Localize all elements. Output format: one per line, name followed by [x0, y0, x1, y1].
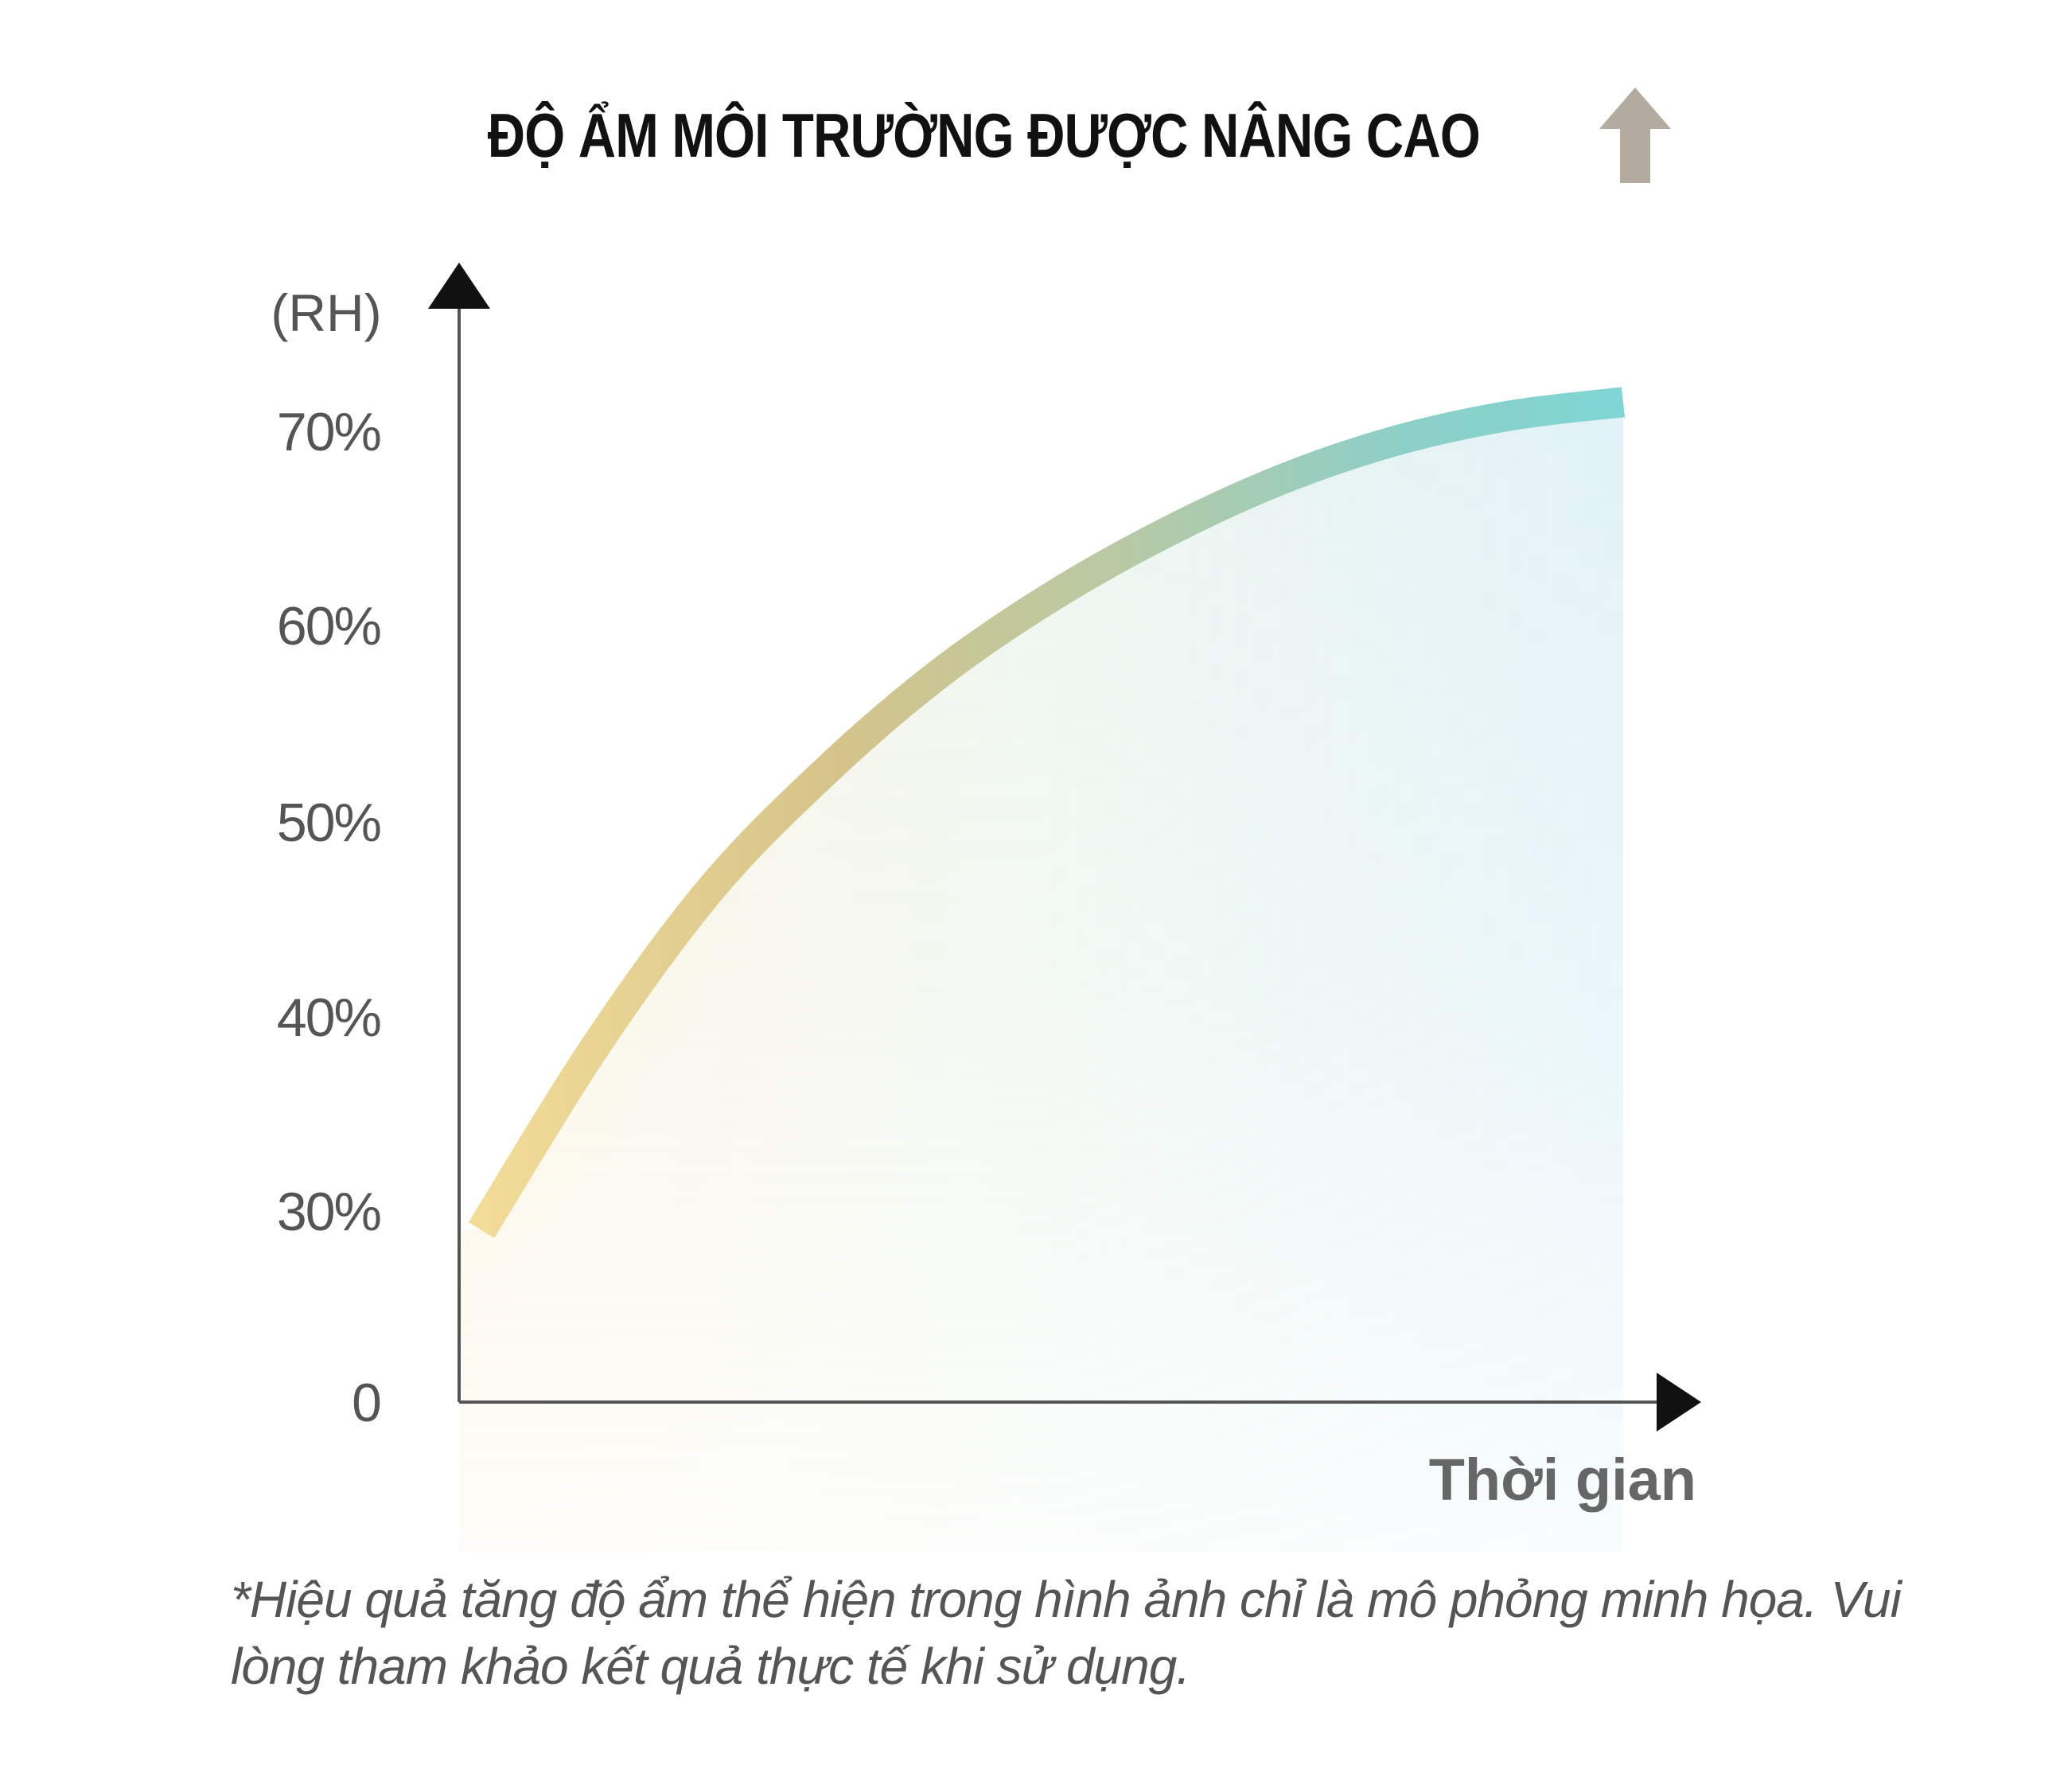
x-axis-label: Thời gian: [1429, 1447, 1696, 1513]
area-fill: [459, 402, 1623, 1552]
y-axis-label: (RH): [271, 283, 381, 342]
y-tick-label: 40%: [277, 988, 381, 1048]
y-tick-label: 0: [352, 1373, 380, 1433]
y-tick-label: 70%: [277, 402, 381, 462]
y-tick-label: 60%: [277, 596, 381, 656]
title-row: ĐỘ ẨM MÔI TRƯỜNG ĐƯỢC NÂNG CAO: [0, 76, 2064, 195]
footnote: *Hiệu quả tăng độ ẩm thể hiện trong hình…: [231, 1571, 1902, 1695]
area-fill-shape: [459, 402, 1623, 1552]
series-line-group: [468, 387, 1626, 1239]
up-arrow-icon: [1599, 88, 1672, 183]
y-tick-labels: 0 30% 40% 50% 60% 70%: [277, 402, 383, 1433]
y-axis-arrow-icon: [428, 263, 490, 309]
series-line: [468, 387, 1626, 1239]
y-tick-label: 30%: [277, 1182, 381, 1242]
axes: [428, 263, 1701, 1432]
y-tick-label: 50%: [277, 793, 381, 853]
chart-title: ĐỘ ẨM MÔI TRƯỜNG ĐƯỢC NÂNG CAO: [487, 99, 1480, 170]
x-axis-arrow-icon: [1657, 1373, 1701, 1432]
